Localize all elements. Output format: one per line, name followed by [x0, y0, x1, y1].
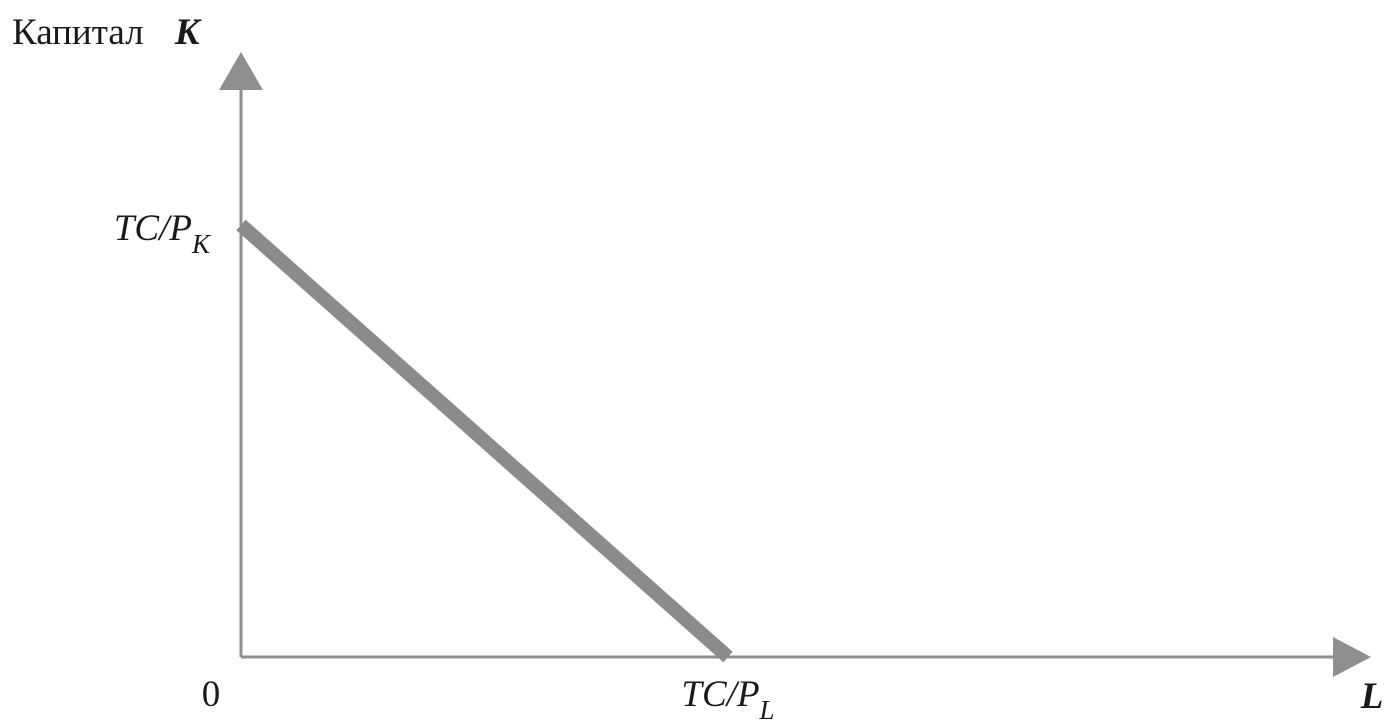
x-tick-label-main: TC/P: [681, 674, 759, 715]
x-axis-arrowhead: [1333, 637, 1371, 677]
x-tick-label-subscript: L: [759, 695, 775, 725]
y-axis-label: Капитал K: [12, 12, 202, 53]
x-axis-label: L: [1360, 676, 1384, 717]
y-axis-label-text: Капитал: [12, 12, 144, 53]
y-tick-label-subscript: K: [191, 229, 212, 259]
origin-label: 0: [202, 674, 221, 715]
y-tick-label: TC/PK: [114, 208, 212, 259]
x-tick-label: TC/PL: [681, 674, 774, 725]
y-axis-label-symbol: K: [174, 12, 202, 53]
y-tick-label-main: TC/P: [114, 208, 192, 249]
y-axis-arrowhead: [219, 52, 263, 90]
budget-line: [236, 219, 733, 663]
